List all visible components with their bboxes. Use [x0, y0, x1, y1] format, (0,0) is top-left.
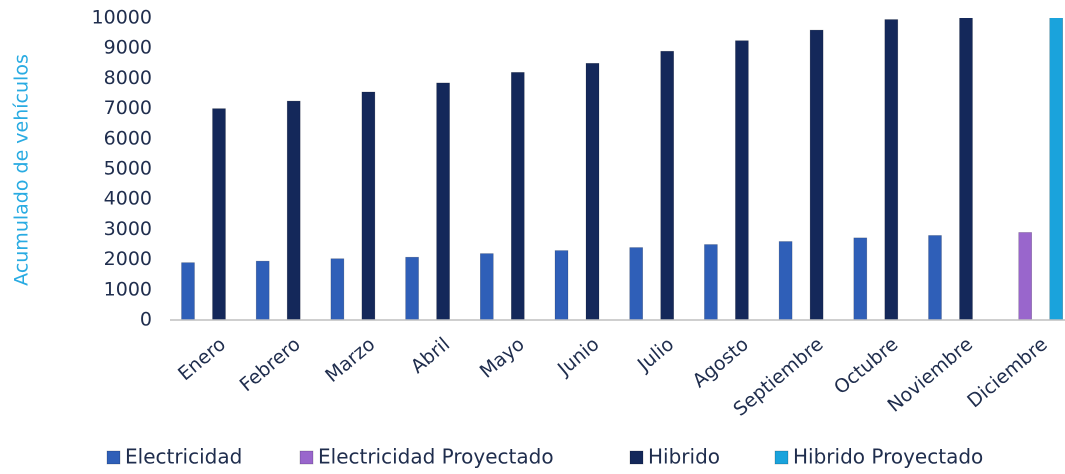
bar	[853, 237, 868, 321]
y-tick-label: 9000	[104, 37, 152, 59]
bar	[361, 91, 376, 321]
x-tick-label: Abril	[407, 333, 454, 378]
y-tick-label: 8000	[104, 67, 152, 89]
bar	[1018, 232, 1033, 321]
y-tick-label: 5000	[104, 158, 152, 180]
bar	[554, 250, 569, 321]
y-tick-label: 0	[140, 309, 152, 331]
legend-swatch	[299, 450, 314, 465]
legend-label: Hibrido Proyectado	[793, 445, 983, 469]
y-tick-label: 6000	[104, 127, 152, 149]
x-tick-label: Enero	[174, 333, 230, 385]
legend-label: Hibrido	[648, 445, 720, 469]
y-tick-label: 2000	[104, 248, 152, 270]
bar	[510, 72, 525, 321]
bar	[704, 244, 718, 321]
bar	[629, 247, 644, 321]
bar	[735, 40, 749, 321]
legend-label: Electricidad Proyectado	[318, 445, 554, 469]
bar	[884, 19, 899, 321]
bar	[212, 108, 226, 321]
y-tick-label: 3000	[104, 218, 152, 240]
legend-swatch	[629, 450, 644, 465]
y-axis-label: Acumulado de vehículos	[11, 54, 33, 286]
x-tick-label: Mayo	[476, 333, 529, 383]
y-tick-label: 1000	[104, 278, 152, 300]
legend-label: Electricidad	[125, 445, 242, 469]
bar	[405, 256, 419, 321]
bar	[928, 235, 942, 321]
bar	[1049, 18, 1063, 321]
y-tick-label: 10000	[92, 7, 152, 29]
bar	[660, 50, 675, 321]
y-tick-label: 4000	[104, 188, 152, 210]
x-tick-label: Marzo	[321, 333, 379, 387]
legend-swatch	[774, 450, 789, 465]
bar	[778, 241, 793, 321]
bar	[286, 100, 301, 321]
bar	[255, 260, 270, 321]
legend-swatch	[106, 450, 121, 465]
x-tick-label: Octubre	[830, 333, 902, 399]
bar	[809, 29, 824, 321]
x-tick-label: Julio	[633, 333, 678, 376]
x-tick-label: Febrero	[236, 333, 305, 396]
bar	[585, 62, 600, 321]
y-tick-label: 7000	[104, 97, 152, 119]
x-tick-label: Junio	[553, 333, 604, 380]
bar	[479, 253, 494, 321]
bar	[436, 82, 450, 321]
x-tick-label: Agosto	[688, 333, 752, 392]
bar	[330, 258, 345, 321]
bar	[181, 262, 195, 321]
x-tick-label: Diciembre	[963, 333, 1051, 412]
bar	[959, 18, 973, 321]
